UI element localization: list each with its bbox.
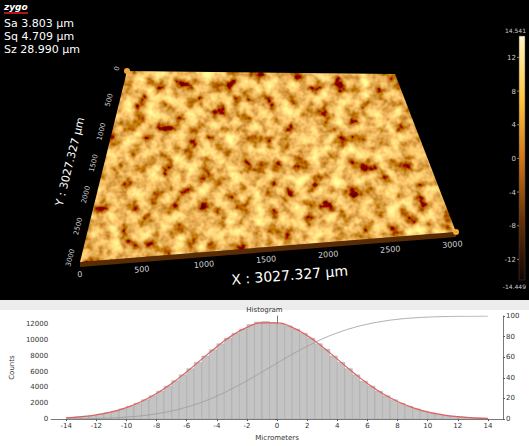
svg-text:-14.449: -14.449 bbox=[503, 283, 526, 290]
svg-text:zygo: zygo bbox=[3, 2, 28, 12]
svg-text:60: 60 bbox=[506, 353, 515, 361]
svg-text:500: 500 bbox=[104, 93, 115, 108]
svg-text:0: 0 bbox=[275, 422, 279, 430]
svg-text:2500: 2500 bbox=[380, 244, 401, 255]
svg-text:Sq 4.709 µm: Sq 4.709 µm bbox=[4, 30, 74, 43]
svg-text:X : 3027.327 µm: X : 3027.327 µm bbox=[231, 262, 349, 287]
svg-text:1000: 1000 bbox=[96, 122, 108, 141]
svg-text:4: 4 bbox=[335, 422, 340, 430]
svg-text:500: 500 bbox=[134, 264, 150, 274]
svg-text:1500: 1500 bbox=[256, 254, 277, 265]
svg-text:40: 40 bbox=[506, 374, 515, 382]
svg-text:-4: -4 bbox=[213, 422, 221, 430]
svg-text:6000: 6000 bbox=[30, 368, 48, 376]
svg-text:Micrometers: Micrometers bbox=[255, 434, 299, 442]
svg-text:-4: -4 bbox=[509, 189, 517, 197]
svg-text:4: 4 bbox=[512, 121, 517, 129]
svg-text:80: 80 bbox=[506, 333, 515, 341]
svg-text:20: 20 bbox=[506, 394, 515, 402]
svg-text:2: 2 bbox=[305, 422, 309, 430]
svg-text:Histogram: Histogram bbox=[246, 306, 282, 314]
svg-text:8: 8 bbox=[512, 88, 516, 96]
svg-text:1000: 1000 bbox=[193, 259, 214, 270]
svg-text:4000: 4000 bbox=[30, 383, 48, 391]
svg-text:-8: -8 bbox=[153, 422, 160, 430]
svg-text:-10: -10 bbox=[121, 422, 132, 430]
svg-text:-12: -12 bbox=[91, 422, 102, 430]
svg-text:Counts: Counts bbox=[8, 355, 16, 380]
svg-text:Sz 28.990 µm: Sz 28.990 µm bbox=[4, 43, 80, 56]
svg-text:8000: 8000 bbox=[30, 352, 48, 360]
svg-text:0: 0 bbox=[506, 415, 510, 423]
svg-text:-2: -2 bbox=[243, 422, 250, 430]
svg-text:Y : 3027.327 µm: Y : 3027.327 µm bbox=[53, 116, 88, 209]
svg-text:Sa 3.803 µm: Sa 3.803 µm bbox=[4, 17, 74, 30]
svg-text:-14: -14 bbox=[61, 422, 73, 430]
svg-text:12: 12 bbox=[453, 422, 462, 430]
svg-text:-8: -8 bbox=[509, 222, 516, 230]
svg-text:0: 0 bbox=[77, 270, 83, 279]
svg-text:2000: 2000 bbox=[318, 249, 339, 260]
svg-text:-12: -12 bbox=[505, 256, 516, 264]
svg-text:12000: 12000 bbox=[26, 320, 48, 328]
svg-text:-6: -6 bbox=[183, 422, 191, 430]
svg-text:6: 6 bbox=[365, 422, 370, 430]
svg-text:0: 0 bbox=[113, 65, 122, 71]
svg-text:14.541: 14.541 bbox=[505, 27, 526, 34]
svg-text:14: 14 bbox=[483, 422, 492, 430]
svg-text:12: 12 bbox=[507, 54, 516, 62]
svg-text:3000: 3000 bbox=[64, 248, 76, 267]
svg-text:1500: 1500 bbox=[88, 154, 100, 173]
svg-text:0: 0 bbox=[44, 415, 48, 423]
svg-text:8: 8 bbox=[395, 422, 399, 430]
svg-text:0: 0 bbox=[512, 155, 516, 163]
svg-text:2500: 2500 bbox=[72, 217, 84, 236]
svg-text:10000: 10000 bbox=[26, 336, 48, 344]
svg-text:10: 10 bbox=[423, 422, 432, 430]
svg-text:100: 100 bbox=[506, 312, 519, 320]
svg-text:2000: 2000 bbox=[30, 399, 48, 407]
svg-text:3000: 3000 bbox=[442, 239, 463, 250]
svg-text:2000: 2000 bbox=[80, 185, 92, 204]
